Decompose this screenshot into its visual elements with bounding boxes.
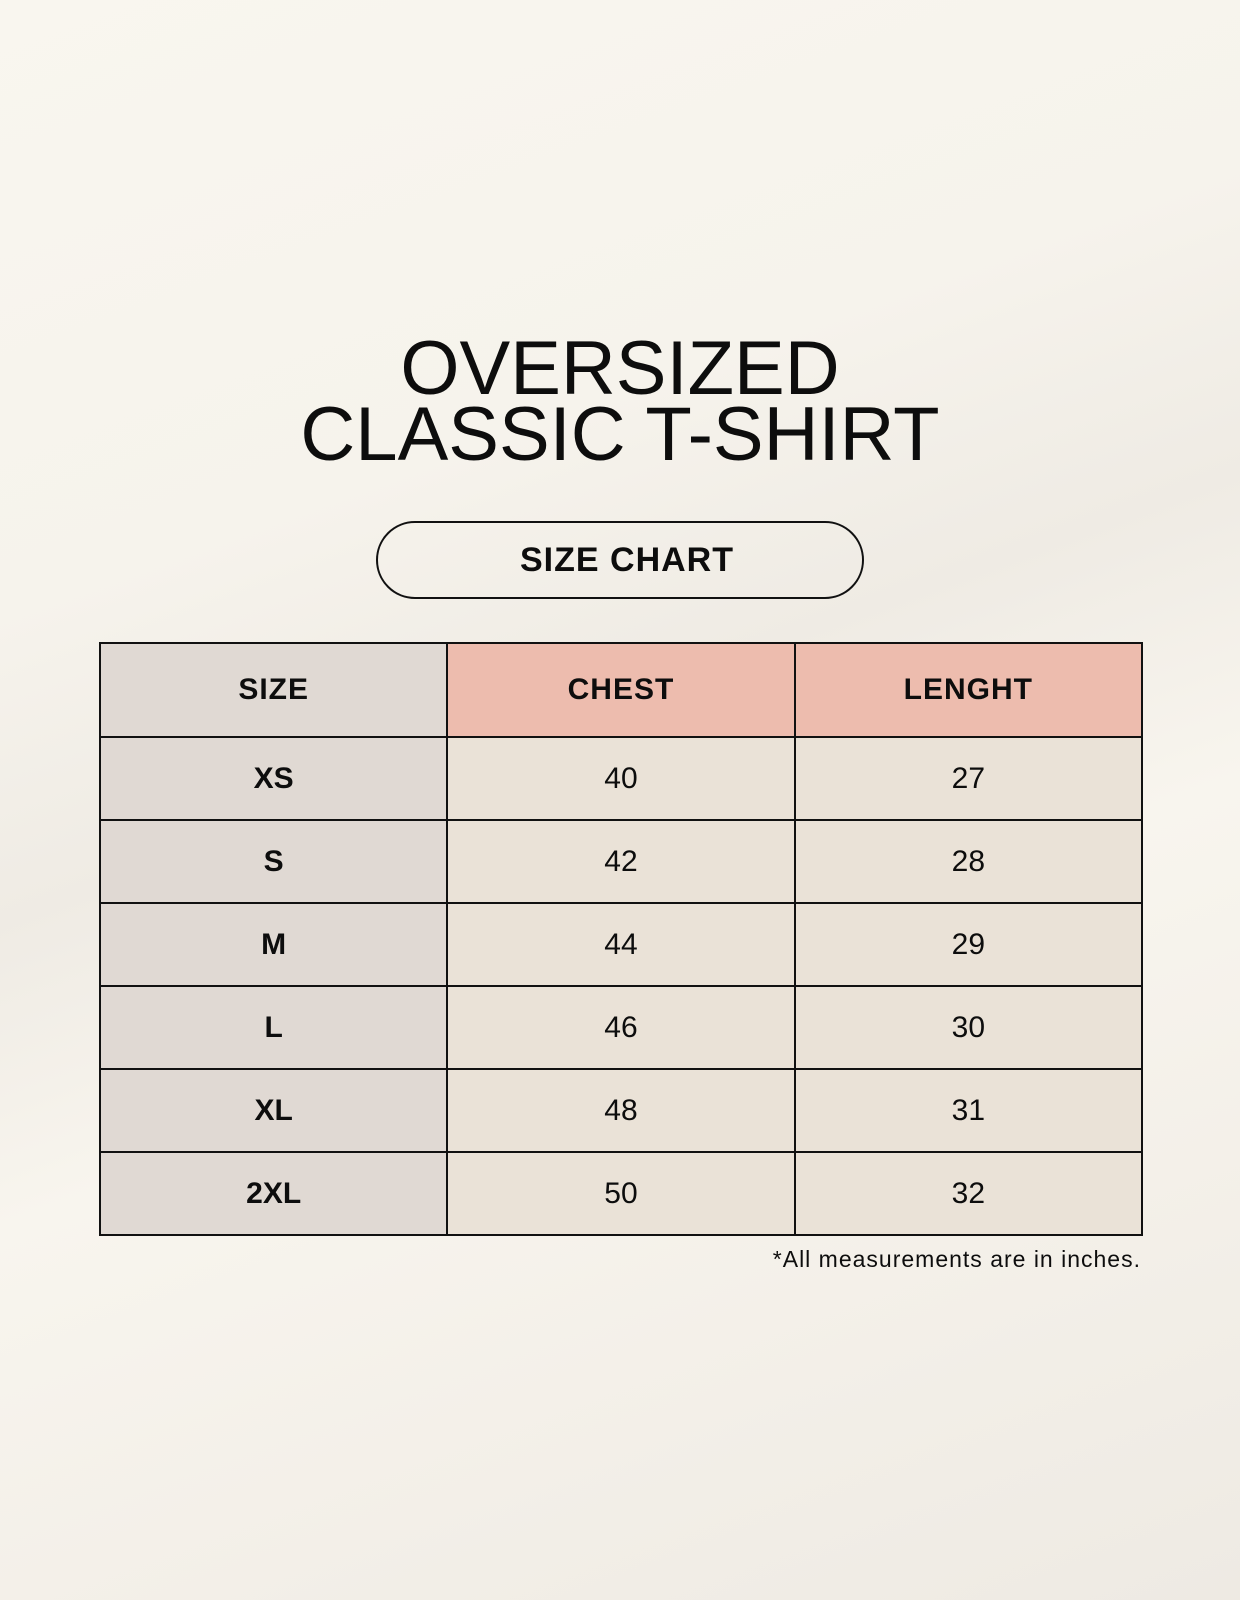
chest-cell: 42	[446, 819, 796, 904]
length-cell: 30	[793, 985, 1144, 1070]
size-cell: 2XL	[98, 1151, 449, 1236]
size-cell: L	[98, 985, 449, 1070]
length-cell: 29	[793, 902, 1144, 987]
header-length: LENGHT	[793, 642, 1144, 738]
table-row: XL 48 31	[98, 1068, 1144, 1153]
chest-cell: 40	[446, 736, 796, 821]
length-cell: 27	[793, 736, 1144, 821]
page-title: OVERSIZED CLASSIC T-SHIRT	[0, 326, 1240, 477]
header-chest: CHEST	[446, 642, 796, 738]
size-cell: S	[98, 819, 449, 904]
table-row: 2XL 50 32	[98, 1151, 1144, 1236]
header-size: SIZE	[98, 642, 449, 738]
length-cell: 32	[793, 1151, 1144, 1236]
table-header-row: SIZE CHEST LENGHT	[98, 642, 1144, 738]
length-cell: 31	[793, 1068, 1144, 1153]
chest-cell: 46	[446, 985, 796, 1070]
table-row: XS 40 27	[98, 736, 1144, 821]
footnote: *All measurements are in inches.	[772, 1246, 1141, 1272]
table-row: S 42 28	[98, 819, 1144, 904]
table-row: L 46 30	[98, 985, 1144, 1070]
size-chart-label: SIZE CHART	[376, 521, 864, 599]
chest-cell: 44	[446, 902, 796, 987]
table-row: M 44 29	[98, 902, 1144, 987]
size-cell: M	[98, 902, 449, 987]
chest-cell: 48	[446, 1068, 796, 1153]
length-cell: 28	[793, 819, 1144, 904]
size-cell: XS	[98, 736, 449, 821]
chest-cell: 50	[446, 1151, 796, 1236]
title-line-2: CLASSIC T-SHIRT	[300, 392, 940, 477]
title-line-1: OVERSIZED	[400, 326, 840, 411]
size-cell: XL	[98, 1068, 449, 1153]
size-table: SIZE CHEST LENGHT XS 40 27 S 42 28 M 44 29 L 46 30 X…	[98, 642, 1144, 1236]
